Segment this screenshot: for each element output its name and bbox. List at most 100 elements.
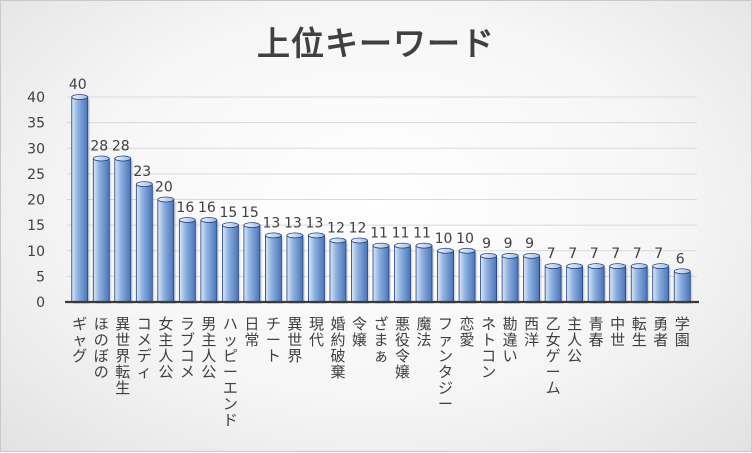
y-tick-label: 20 bbox=[27, 193, 45, 209]
x-tick-label: 中世 bbox=[610, 315, 625, 349]
bar bbox=[92, 158, 110, 303]
x-tick-label: 婚約破棄 bbox=[330, 315, 345, 381]
bar-cap bbox=[92, 155, 110, 162]
bar bbox=[458, 250, 476, 303]
x-tick-label: ハッピーエンド bbox=[223, 315, 238, 429]
bar-cap bbox=[673, 268, 691, 275]
bar-cap bbox=[114, 155, 132, 162]
bar-cap bbox=[372, 242, 390, 249]
data-label: 11 bbox=[413, 226, 431, 242]
data-label: 7 bbox=[547, 246, 556, 262]
bar-cap bbox=[480, 252, 497, 259]
bar bbox=[114, 158, 132, 303]
x-tick-label: 現代 bbox=[309, 315, 324, 349]
y-tick-label: 10 bbox=[27, 244, 45, 260]
bar-cap bbox=[178, 217, 196, 223]
bar bbox=[652, 265, 670, 303]
data-label: 10 bbox=[435, 231, 453, 247]
bar-cap bbox=[394, 242, 411, 249]
bar bbox=[178, 219, 196, 303]
data-label: 16 bbox=[198, 200, 216, 216]
x-tick-label: ざまぁ bbox=[373, 315, 388, 365]
bar-cap bbox=[71, 94, 89, 100]
x-tick-label: 異世界 bbox=[287, 315, 302, 365]
data-label: 15 bbox=[241, 205, 259, 221]
data-label: 7 bbox=[633, 246, 642, 262]
bar-cap bbox=[458, 247, 476, 254]
bar bbox=[609, 265, 627, 303]
bar bbox=[566, 265, 584, 303]
x-tick-label: チート bbox=[266, 315, 281, 365]
bar-cap bbox=[609, 263, 627, 270]
bar-cap bbox=[437, 247, 454, 254]
bar bbox=[71, 96, 89, 303]
data-label: 13 bbox=[262, 215, 280, 231]
x-tick-label: ギャグ bbox=[72, 315, 87, 365]
bar bbox=[157, 199, 175, 303]
x-tick-label: 女主人公 bbox=[158, 315, 173, 381]
bar-cap bbox=[286, 232, 304, 239]
bar bbox=[501, 255, 519, 303]
chart-title: 上位キーワード bbox=[257, 24, 495, 63]
bar bbox=[135, 183, 153, 303]
x-tick-label: 勘違い bbox=[503, 315, 518, 365]
y-tick-label: 0 bbox=[36, 295, 45, 311]
y-axis: 0 5 10 15 20 25 30 35 40 bbox=[27, 90, 45, 311]
bar bbox=[372, 245, 390, 303]
x-tick-label: 令嬢 bbox=[352, 315, 367, 349]
y-tick-label: 35 bbox=[27, 116, 45, 132]
bar-cap bbox=[221, 222, 239, 229]
bar-cap bbox=[566, 263, 584, 270]
bar bbox=[351, 240, 368, 303]
data-label: 7 bbox=[590, 246, 599, 262]
bar bbox=[544, 265, 562, 303]
y-tick-label: 25 bbox=[27, 167, 45, 183]
x-tick-label: 悪役令嬢 bbox=[395, 315, 410, 381]
bar-cap bbox=[265, 232, 282, 239]
bar-cap bbox=[243, 222, 261, 229]
bar-cap bbox=[415, 242, 433, 249]
bar-cap bbox=[630, 263, 648, 270]
data-label: 23 bbox=[133, 164, 151, 180]
data-label: 9 bbox=[482, 236, 491, 252]
bar-cap bbox=[329, 237, 347, 244]
bar-cap bbox=[200, 217, 218, 223]
bar bbox=[308, 234, 325, 303]
data-label: 10 bbox=[456, 231, 474, 247]
data-label: 9 bbox=[525, 236, 534, 252]
data-label: 20 bbox=[155, 180, 173, 196]
bar bbox=[243, 224, 261, 303]
data-label: 12 bbox=[327, 221, 345, 237]
bar-cap bbox=[501, 252, 519, 259]
x-tick-label: ほのぼの bbox=[94, 315, 109, 381]
bar bbox=[265, 234, 282, 303]
x-tick-label: 魔法 bbox=[417, 315, 432, 349]
bar-cap bbox=[652, 263, 670, 270]
x-tick-label: 主人公 bbox=[567, 315, 582, 365]
x-tick-label: 勇者 bbox=[653, 315, 668, 349]
x-tick-label: 転生 bbox=[632, 315, 647, 349]
bar-cap bbox=[587, 263, 605, 270]
data-label: 13 bbox=[306, 215, 324, 231]
bar bbox=[286, 234, 304, 303]
bar-cap bbox=[308, 232, 325, 239]
data-label: 11 bbox=[370, 226, 388, 242]
data-label: 28 bbox=[112, 139, 130, 155]
bar bbox=[415, 245, 433, 303]
bar-cap bbox=[544, 263, 562, 270]
data-label: 7 bbox=[611, 246, 620, 262]
bar bbox=[437, 250, 454, 303]
data-label: 15 bbox=[219, 205, 237, 221]
bar bbox=[329, 240, 347, 303]
data-label: 9 bbox=[504, 236, 513, 252]
x-tick-label: ファンタジー bbox=[438, 315, 453, 413]
bar bbox=[200, 219, 218, 303]
x-tick-label: コメディ bbox=[137, 315, 152, 381]
x-tick-label: ラブコメ bbox=[180, 315, 195, 381]
bar bbox=[587, 265, 605, 303]
y-tick-label: 5 bbox=[36, 269, 45, 285]
data-label: 12 bbox=[349, 221, 367, 237]
data-label: 11 bbox=[392, 226, 410, 242]
data-label: 40 bbox=[69, 77, 87, 93]
